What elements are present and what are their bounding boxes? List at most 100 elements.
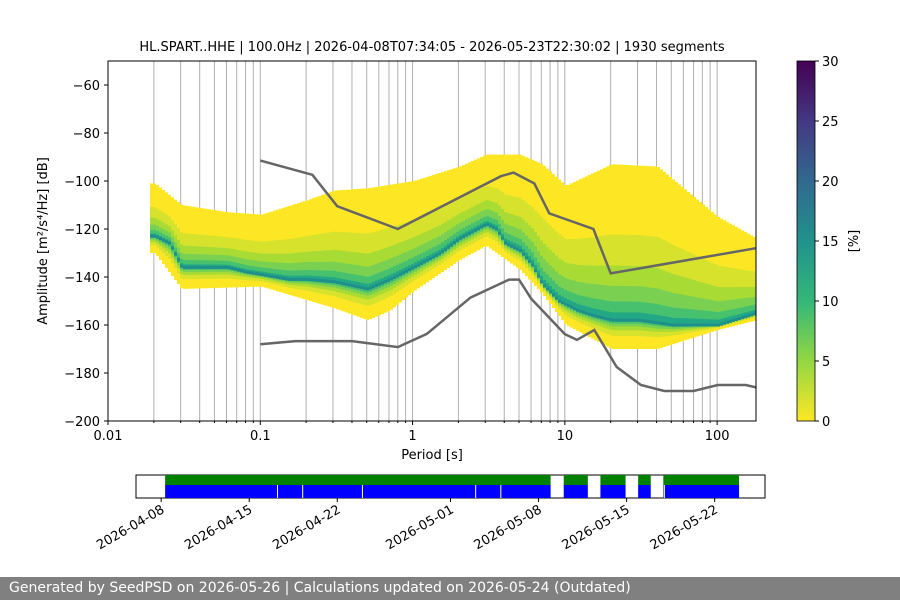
density-mode [408,268,411,272]
density-band [360,282,363,290]
density-band [537,262,540,278]
density-mode [483,223,486,227]
density-band [435,251,438,257]
density-mode [243,270,246,274]
density-mode [237,268,240,272]
density-mode [714,323,717,327]
density-mode [552,293,555,297]
density-mode [273,275,276,279]
density-band [381,277,384,285]
density-mode [465,233,468,237]
density-band [336,277,339,284]
density-mode [726,320,729,324]
density-band [573,293,576,312]
density-band [546,282,549,290]
colorbar-ticks: 0 5 10 15 20 25 30 [815,55,839,430]
nhnm-curve [259,159,757,275]
density-mode [225,265,228,269]
density-mode [612,318,615,322]
density-mode [207,265,210,269]
density-band [696,309,699,327]
density-mode [657,321,660,325]
density-band [708,319,711,326]
density-mode [675,323,678,327]
density-mode [378,282,381,286]
density-band [744,306,747,318]
density-band [357,282,360,289]
density-mode [636,318,639,322]
colorbar-tick-label: 20 [822,175,839,190]
density-mode [165,240,168,244]
density-mode [495,227,498,231]
density-mode [417,263,420,267]
density-mode [345,282,348,286]
density-mode [177,258,180,262]
density-band [408,265,411,271]
density-mode [456,238,459,242]
density-mode [300,277,303,281]
density-band [702,310,705,327]
density-band [579,295,582,314]
density-band [390,274,393,281]
density-mode [735,317,738,321]
density-mode [591,313,594,317]
density-band [699,310,702,327]
density-mode [462,235,465,239]
density-mode [678,323,681,327]
density-mode [168,241,171,245]
density-mode [489,224,492,228]
density-band [504,238,507,244]
density-mode [663,322,666,326]
density-band [600,310,603,319]
density-band [666,316,669,326]
density-band [663,316,666,325]
density-band [657,304,660,327]
density-mode [471,230,474,234]
density-mode [474,228,477,232]
density-mode [540,280,543,284]
density-band [582,305,585,314]
density-mode [450,243,453,247]
density-mode [624,318,627,322]
density-band [687,309,690,327]
density-band [399,269,402,276]
density-mode [555,296,558,300]
density-mode [681,323,684,327]
density-band [585,306,588,315]
density-band [345,279,348,286]
density-band [414,262,417,268]
density-mode [573,307,576,311]
density-mode [264,273,267,277]
density-band [402,268,405,275]
density-band [738,314,741,319]
density-mode [372,285,375,289]
coverage-green [638,475,651,485]
density-band [534,257,537,273]
density-band [729,309,732,322]
density-mode [627,318,630,322]
density-mode [585,311,588,315]
density-mode [633,318,636,322]
density-mode [447,245,450,249]
density-mode [501,236,504,240]
density-mode [609,318,612,322]
x-tick-label: 10 [557,429,574,444]
density-mode [453,241,456,245]
density-band [684,318,687,326]
density-mode [357,285,360,289]
colorbar-tick-label: 30 [822,55,839,70]
density-mode [618,318,621,322]
density-band [711,319,714,326]
coverage-bars [165,475,740,498]
density-mode [630,318,633,322]
density-band [738,307,741,320]
density-mode [387,278,390,282]
density-mode [504,241,507,245]
x-tick-label: 0.01 [94,429,123,444]
density-mode [477,227,480,231]
density-mode [405,269,408,273]
density-band [645,313,648,323]
density-mode [159,237,162,241]
density-mode [231,267,234,271]
density-mode [732,318,735,322]
